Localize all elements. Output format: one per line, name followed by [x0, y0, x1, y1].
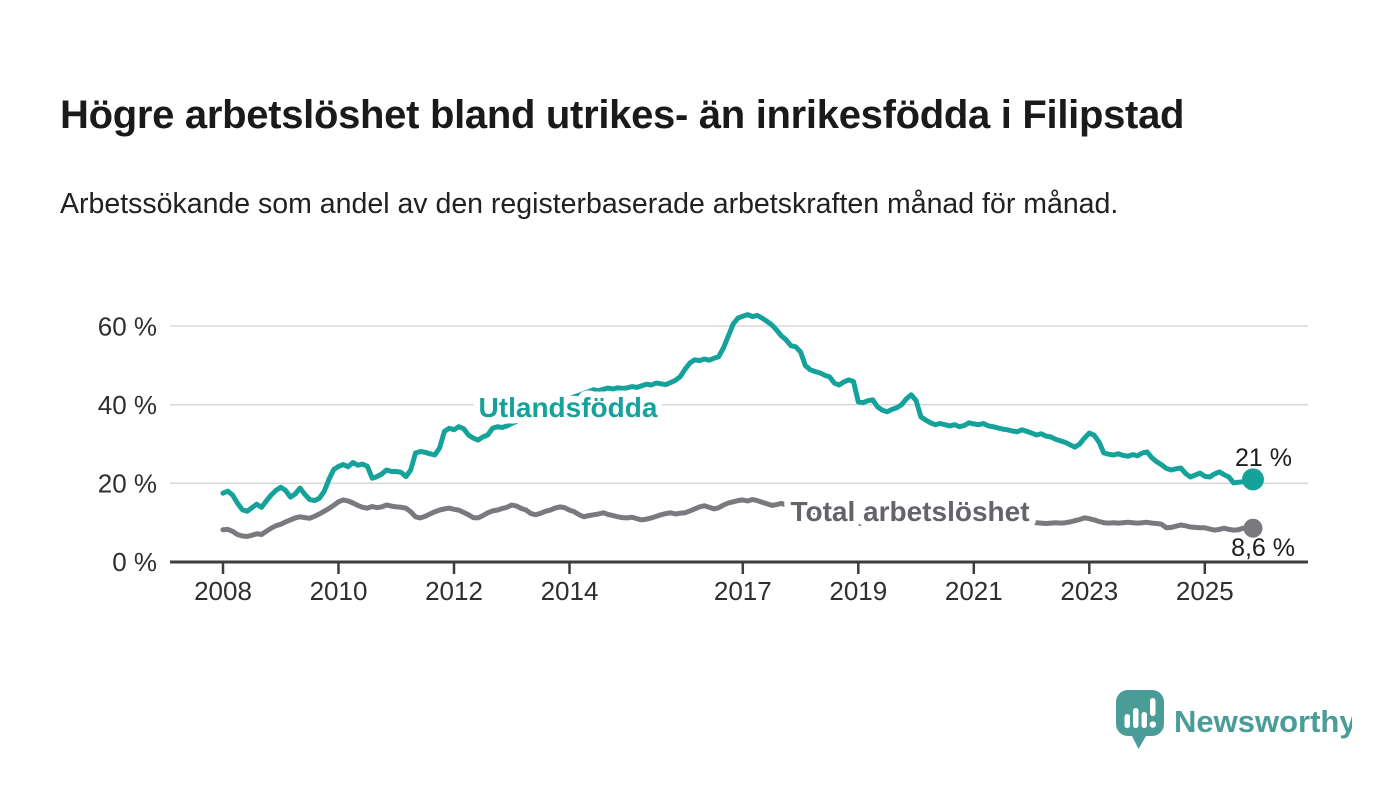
x-label-2010: 2010: [310, 576, 368, 606]
endpoint-dot-total: [1243, 518, 1263, 538]
series-label-total: Total arbetslöshet: [790, 496, 1029, 527]
end-value-total: 8,6 %: [1231, 534, 1295, 562]
x-label-2025: 2025: [1176, 576, 1234, 606]
x-label-2008: 2008: [194, 576, 252, 606]
newsworthy-logo: Newsworthy: [1112, 686, 1357, 761]
x-label-2021: 2021: [945, 576, 1003, 606]
x-label-2017: 2017: [714, 576, 772, 606]
line-utlandsfodda: [220, 312, 1256, 514]
page-subtitle: Arbetssökande som andel av den registerb…: [60, 187, 1119, 220]
newsworthy-wordmark: Newsworthy: [1174, 704, 1352, 739]
x-label-2012: 2012: [425, 576, 483, 606]
x-label-2023: 2023: [1060, 576, 1118, 606]
endpoint-dot-utlandsfodda: [1242, 468, 1264, 491]
x-label-2019: 2019: [829, 576, 887, 606]
y-label-0: 0 %: [112, 547, 157, 577]
series-label-utlandsfodda: Utlandsfödda: [479, 392, 658, 423]
line-total-arbetsloshet: [220, 497, 1256, 539]
y-label-40: 40 %: [98, 390, 157, 420]
y-label-60: 60 %: [98, 312, 157, 342]
end-value-utlandsfodda: 21 %: [1235, 444, 1292, 472]
page-title: Högre arbetslöshet bland utrikes- än inr…: [60, 92, 1185, 137]
x-label-2014: 2014: [541, 576, 599, 606]
speech-bubble-bar-chart-icon: [1116, 690, 1164, 749]
y-label-20: 20 %: [98, 469, 157, 499]
